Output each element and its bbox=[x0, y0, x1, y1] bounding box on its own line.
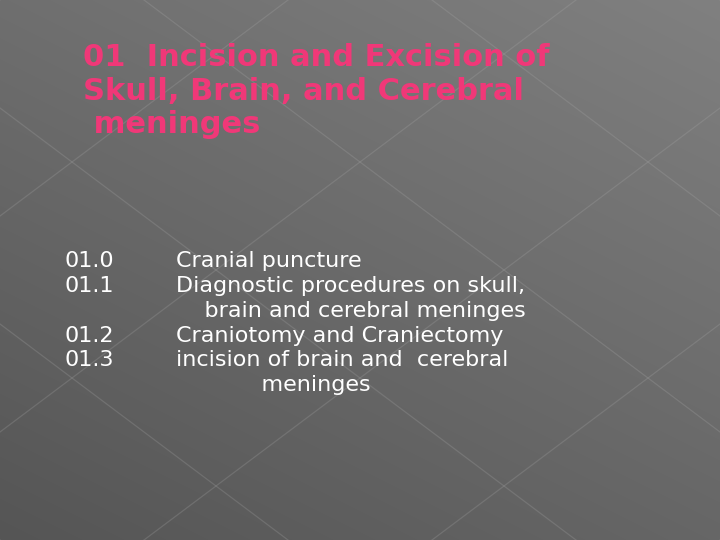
Text: 01.0: 01.0 bbox=[65, 251, 114, 271]
Text: 01  Incision and Excision of
Skull, Brain, and Cerebral
 meninges: 01 Incision and Excision of Skull, Brain… bbox=[83, 43, 549, 139]
Text: Diagnostic procedures on skull,: Diagnostic procedures on skull, bbox=[176, 276, 526, 296]
Text: meninges: meninges bbox=[176, 375, 371, 395]
Text: incision of brain and  cerebral: incision of brain and cerebral bbox=[176, 350, 509, 370]
Text: brain and cerebral meninges: brain and cerebral meninges bbox=[176, 301, 526, 321]
Text: 01.3: 01.3 bbox=[65, 350, 114, 370]
Text: Craniotomy and Craniectomy: Craniotomy and Craniectomy bbox=[176, 326, 504, 346]
Text: Cranial puncture: Cranial puncture bbox=[176, 251, 362, 271]
Text: 01.2: 01.2 bbox=[65, 326, 114, 346]
Text: 01.1: 01.1 bbox=[65, 276, 114, 296]
